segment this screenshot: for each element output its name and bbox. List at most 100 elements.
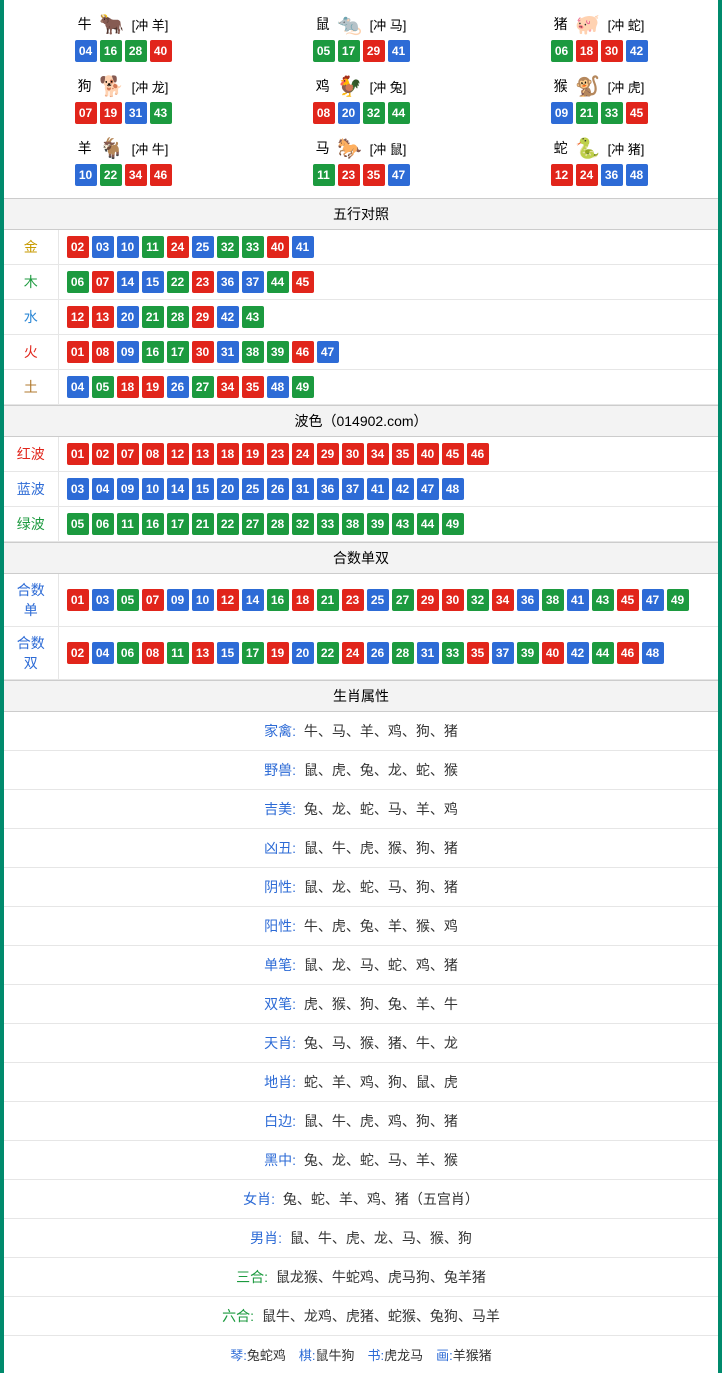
number-ball: 05 (117, 589, 139, 611)
wuxing-header: 五行对照 (4, 198, 718, 230)
zodiac-cell: 鼠🐀[冲 马] 05172941 (242, 6, 480, 68)
number-ball: 43 (150, 102, 172, 124)
number-ball: 10 (117, 236, 139, 258)
attr-row: 地肖: 蛇、羊、鸡、狗、鼠、虎 (4, 1063, 718, 1102)
number-ball: 03 (92, 236, 114, 258)
number-ball: 34 (217, 376, 239, 398)
attr-row: 家禽: 牛、马、羊、鸡、狗、猪 (4, 712, 718, 751)
row-label: 金 (4, 230, 58, 265)
attr-row: 三合: 鼠龙猴、牛蛇鸡、虎马狗、兔羊猪 (4, 1258, 718, 1297)
attr-value: 牛、虎、兔、羊、猴、鸡 (304, 918, 458, 934)
attr-label: 男肖: (250, 1230, 286, 1246)
number-ball: 26 (167, 376, 189, 398)
attr-label: 六合: (222, 1308, 258, 1324)
number-ball: 19 (267, 642, 289, 664)
number-ball: 22 (217, 513, 239, 535)
bottom-value: 兔蛇鸡 (247, 1348, 299, 1363)
zodiac-conflict: [冲 猪] (608, 139, 645, 158)
number-ball: 03 (67, 478, 89, 500)
attr-row: 黑中: 兔、龙、蛇、马、羊、猴 (4, 1141, 718, 1180)
number-ball: 44 (592, 642, 614, 664)
zodiac-cell: 蛇🐍[冲 猪] 12243648 (480, 130, 718, 192)
number-ball: 35 (242, 376, 264, 398)
number-ball: 45 (617, 589, 639, 611)
number-ball: 15 (142, 271, 164, 293)
number-ball: 23 (342, 589, 364, 611)
number-ball: 31 (217, 341, 239, 363)
number-ball: 47 (417, 478, 439, 500)
number-ball: 21 (192, 513, 214, 535)
attr-value: 兔、龙、蛇、马、羊、猴 (304, 1152, 458, 1168)
number-ball: 08 (142, 642, 164, 664)
zodiac-conflict: [冲 羊] (132, 15, 169, 34)
zodiac-animal-icon: 🐖 (570, 12, 606, 36)
number-ball: 40 (267, 236, 289, 258)
number-ball: 32 (467, 589, 489, 611)
row-balls: 1213202128294243 (58, 300, 718, 335)
zodiac-cell: 牛🐂[冲 羊]04162840 (4, 6, 242, 68)
number-ball: 18 (576, 40, 598, 62)
zodiac-name: 猪 (554, 14, 568, 34)
number-ball: 33 (317, 513, 339, 535)
number-ball: 39 (367, 513, 389, 535)
attr-value: 牛、马、羊、鸡、狗、猪 (304, 723, 458, 739)
attr-label: 天肖: (264, 1035, 300, 1051)
number-ball: 26 (267, 478, 289, 500)
bottom-value: 羊猴猪 (453, 1348, 492, 1363)
zodiac-name: 狗 (78, 76, 92, 96)
number-ball: 34 (367, 443, 389, 465)
attr-label: 双笔: (264, 996, 300, 1012)
number-ball: 09 (551, 102, 573, 124)
attr-label: 单笔: (264, 957, 300, 973)
number-ball: 28 (125, 40, 147, 62)
table-row: 红波0102070812131819232429303435404546 (4, 437, 718, 472)
table-row: 蓝波03040910141520252631363741424748 (4, 472, 718, 507)
attr-label: 阳性: (264, 918, 300, 934)
zodiac-title-row: 鼠🐀[冲 马] (246, 12, 476, 36)
wuxing-table: 金02031011242532334041木060714152223363744… (4, 230, 718, 405)
zodiac-balls: 12243648 (484, 164, 714, 186)
number-ball: 09 (117, 478, 139, 500)
zodiac-title-row: 蛇🐍[冲 猪] (484, 136, 714, 160)
attr-row: 阴性: 鼠、龙、蛇、马、狗、猪 (4, 868, 718, 907)
number-ball: 42 (567, 642, 589, 664)
attr-value: 鼠、龙、蛇、马、狗、猪 (304, 879, 458, 895)
number-ball: 11 (167, 642, 189, 664)
number-ball: 17 (167, 513, 189, 535)
number-ball: 10 (192, 589, 214, 611)
table-row: 火0108091617303138394647 (4, 335, 718, 370)
number-ball: 10 (75, 164, 97, 186)
zodiac-animal-icon: 🐍 (570, 136, 606, 160)
row-balls: 04051819262734354849 (58, 370, 718, 405)
number-ball: 49 (667, 589, 689, 611)
attr-value: 鼠、牛、虎、猴、狗、猪 (304, 840, 458, 856)
number-ball: 09 (167, 589, 189, 611)
number-ball: 31 (417, 642, 439, 664)
zodiac-balls: 06183042 (484, 40, 714, 62)
balls-container: 0204060811131517192022242628313335373940… (67, 642, 711, 664)
number-ball: 03 (92, 589, 114, 611)
number-ball: 48 (442, 478, 464, 500)
number-ball: 19 (242, 443, 264, 465)
zodiac-conflict: [冲 蛇] (608, 15, 645, 34)
balls-container: 04051819262734354849 (67, 376, 711, 398)
number-ball: 22 (317, 642, 339, 664)
number-ball: 18 (292, 589, 314, 611)
number-ball: 20 (338, 102, 360, 124)
number-ball: 05 (67, 513, 89, 535)
row-label: 红波 (4, 437, 58, 472)
row-balls: 0102070812131819232429303435404546 (58, 437, 718, 472)
number-ball: 42 (626, 40, 648, 62)
zodiac-balls: 05172941 (246, 40, 476, 62)
row-label: 合数双 (4, 627, 58, 680)
number-ball: 15 (217, 642, 239, 664)
number-ball: 09 (117, 341, 139, 363)
attr-row: 双笔: 虎、猴、狗、兔、羊、牛 (4, 985, 718, 1024)
attr-value: 鼠牛、龙鸡、虎猪、蛇猴、兔狗、马羊 (262, 1308, 500, 1324)
number-ball: 04 (67, 376, 89, 398)
balls-container: 0103050709101214161821232527293032343638… (67, 589, 711, 611)
table-row: 土04051819262734354849 (4, 370, 718, 405)
sections-container: 五行对照金02031011242532334041木06071415222336… (4, 198, 718, 680)
zodiac-conflict: [冲 马] (370, 15, 407, 34)
number-ball: 23 (338, 164, 360, 186)
